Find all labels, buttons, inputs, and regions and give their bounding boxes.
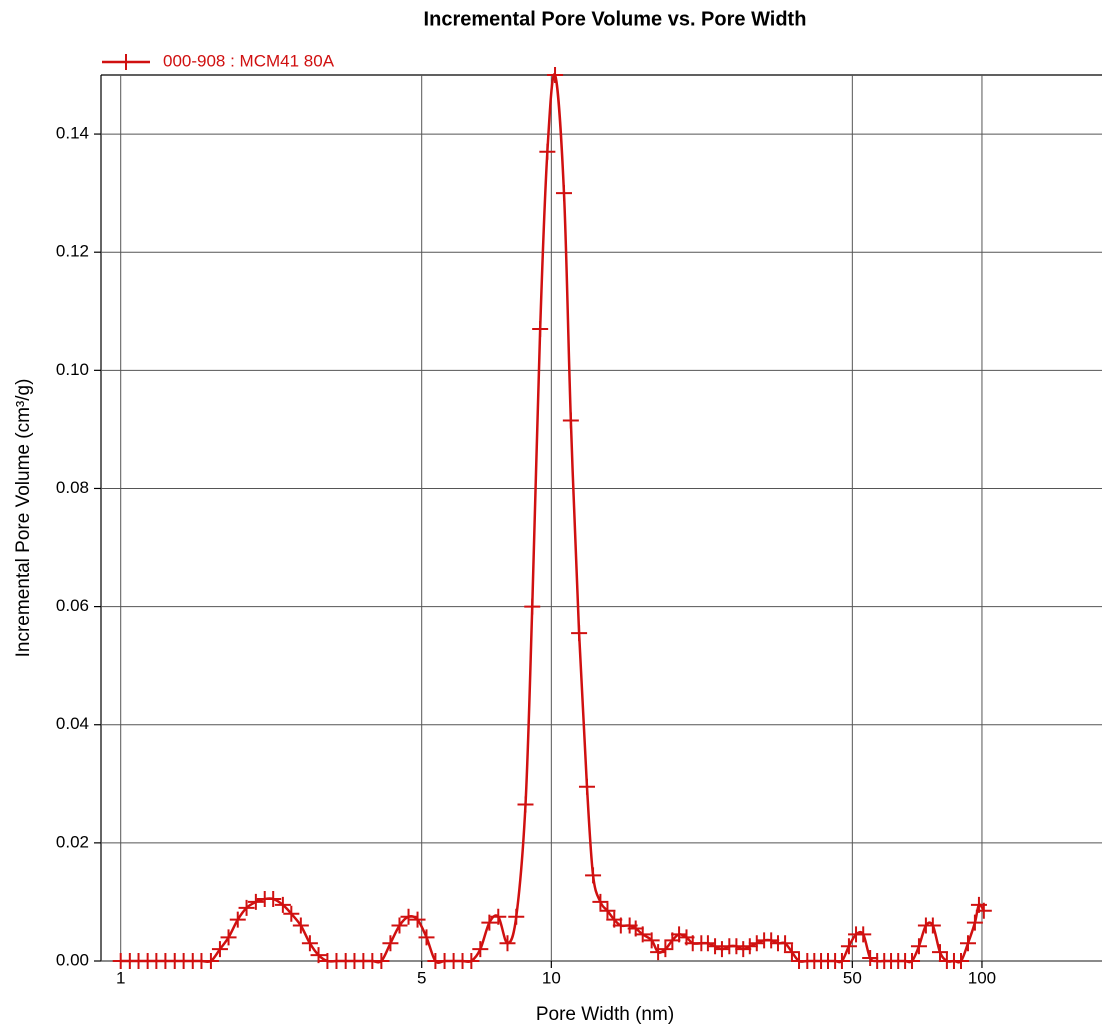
data-point	[904, 953, 921, 969]
data-point	[840, 938, 857, 955]
data-point	[735, 941, 752, 958]
data-point	[833, 953, 850, 969]
data-point	[975, 902, 992, 919]
x-tick-label: 5	[417, 968, 426, 987]
data-point	[539, 143, 556, 160]
data-point	[283, 905, 300, 922]
y-tick-label: 0.02	[56, 832, 89, 851]
data-point	[571, 625, 588, 642]
x-tick-label: 10	[542, 968, 561, 987]
legend-label: 000-908 : MCM41 80A	[163, 51, 335, 70]
data-line	[120, 73, 985, 964]
data-point	[777, 935, 794, 952]
y-tick-label: 0.04	[56, 714, 89, 733]
data-point	[748, 935, 765, 952]
data-point	[517, 796, 534, 813]
data-point	[418, 929, 435, 946]
y-tick-label: 0.08	[56, 478, 89, 497]
data-point	[547, 67, 564, 83]
data-point	[671, 926, 688, 943]
data-point	[699, 935, 716, 952]
data-point	[400, 908, 417, 925]
data-point	[959, 935, 976, 952]
data-point	[910, 938, 927, 955]
data-point	[382, 935, 399, 952]
data-point	[763, 932, 780, 949]
data-point	[741, 938, 758, 955]
data-point	[634, 926, 651, 943]
data-point	[953, 953, 970, 969]
data-point	[265, 890, 282, 907]
data-point	[924, 917, 941, 934]
data-point	[728, 938, 745, 955]
data-point	[862, 950, 879, 967]
data-point	[409, 911, 426, 928]
data-point	[301, 935, 318, 952]
data-point	[463, 953, 480, 969]
data-point	[599, 902, 616, 919]
data-point	[931, 944, 948, 961]
data-point	[657, 941, 674, 958]
x-tick-label: 100	[968, 968, 996, 987]
data-point	[532, 320, 549, 337]
data-point	[783, 944, 800, 961]
data-point	[592, 893, 609, 910]
x-tick-label: 1	[116, 968, 125, 987]
data-point	[481, 914, 498, 931]
y-tick-label: 0.12	[56, 242, 89, 261]
data-point	[490, 908, 507, 925]
data-point	[373, 953, 390, 969]
data-point	[562, 412, 579, 429]
chart-title: Incremental Pore Volume vs. Pore Width	[424, 8, 807, 30]
data-point	[211, 941, 228, 958]
x-axis-label: Pore Width (nm)	[536, 1004, 674, 1025]
data-point	[966, 914, 983, 931]
data-point	[713, 941, 730, 958]
data-point	[555, 185, 572, 202]
data-point	[578, 778, 595, 795]
data-point	[650, 944, 667, 961]
data-point	[472, 941, 489, 958]
data-point	[274, 896, 291, 913]
data-point	[310, 947, 327, 964]
data-point	[247, 893, 264, 910]
data-point	[238, 899, 255, 916]
data-point	[499, 935, 516, 952]
data-point	[585, 867, 602, 884]
x-tick-label: 50	[843, 968, 862, 987]
y-tick-label: 0.00	[56, 950, 89, 969]
y-tick-label: 0.14	[56, 124, 89, 143]
data-point	[229, 911, 246, 928]
legend-marker	[118, 54, 134, 70]
data-point	[202, 953, 219, 969]
data-point	[855, 926, 872, 943]
y-axis-label: Incremental Pore Volume (cm³/g)	[13, 379, 34, 658]
data-point	[391, 917, 408, 934]
data-point	[524, 598, 541, 615]
data-point	[643, 932, 660, 949]
y-tick-label: 0.06	[56, 596, 89, 615]
data-point	[292, 917, 309, 934]
y-tick-label: 0.10	[56, 360, 89, 379]
data-point	[220, 929, 237, 946]
data-point	[707, 938, 724, 955]
data-point	[508, 908, 525, 925]
